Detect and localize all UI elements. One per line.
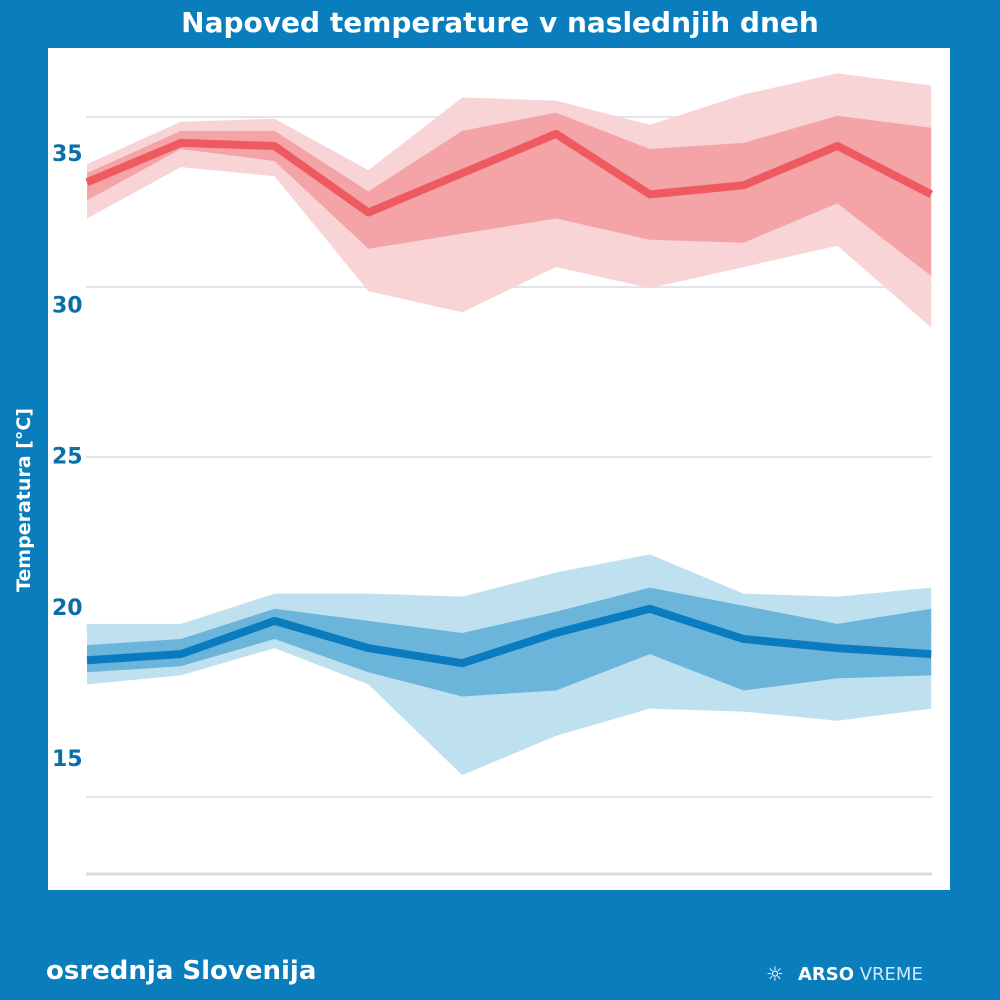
x-tick-day: TOR — [726, 893, 770, 915]
x-tick-day: NED — [538, 893, 583, 915]
x-tick-date: 27. 6. — [342, 923, 403, 945]
sun-icon: ☼ — [766, 962, 784, 986]
x-tick-date: 24. 6. — [61, 923, 122, 945]
x-tick-day: SRE — [164, 893, 205, 915]
x-tick-day: SRE — [821, 893, 862, 915]
x-tick-date: 29. 6. — [530, 923, 591, 945]
x-tick-day: ČET — [259, 891, 299, 915]
x-tick-date: 26. 6. — [248, 923, 309, 945]
x-tick-day: PON — [631, 893, 677, 915]
x-tick-day: PET — [352, 893, 392, 915]
x-tick-date: 3. 7. — [911, 923, 959, 945]
y-tick-label: 25 — [52, 445, 83, 470]
y-tick-label: 20 — [52, 596, 83, 621]
y-tick-label: 15 — [52, 747, 83, 772]
x-tick-day: TOR — [69, 893, 113, 915]
x-tick-day: SOB — [444, 893, 488, 915]
min-temp-median-line — [86, 604, 932, 668]
y-tick-label: 30 — [52, 293, 83, 318]
arso-logo: ☼ ARSO VREME — [766, 962, 923, 986]
x-tick-day: ČET — [915, 891, 955, 915]
x-tick-date: 2. 7. — [818, 923, 866, 945]
max-temp-inner-band — [87, 112, 932, 277]
brand-light: VREME — [859, 963, 923, 985]
min-temp-inner-band — [87, 587, 932, 697]
y-tick-label: 35 — [52, 142, 83, 167]
x-tick-date: 30. 6. — [623, 923, 684, 945]
brand-bold: ARSO — [797, 963, 854, 985]
chart-title: Napoved temperature v naslednjih dneh — [181, 6, 819, 39]
region-label: osrednja Slovenija — [46, 956, 317, 986]
x-tick-date: 28. 6. — [436, 923, 497, 945]
x-tick-date: 25. 6. — [154, 923, 215, 945]
max-temp-median-line — [85, 129, 934, 217]
x-tick-date: 1. 7. — [724, 923, 772, 945]
